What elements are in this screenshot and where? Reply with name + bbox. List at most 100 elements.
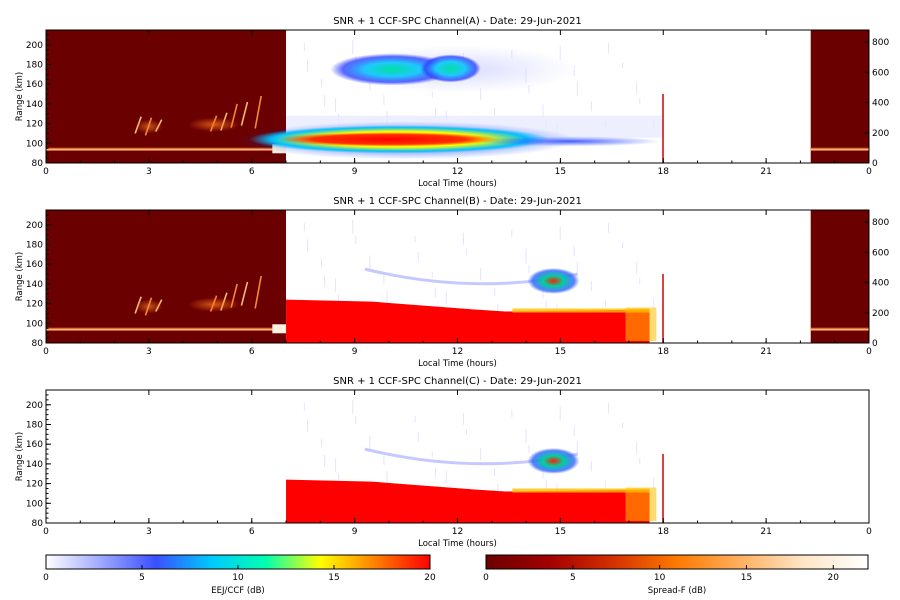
right-tick-label: 200 (872, 129, 889, 139)
spread-f-plume (254, 275, 262, 309)
noise-streak (462, 412, 464, 425)
spread-f-region (810, 210, 869, 343)
noise-streak (528, 265, 530, 274)
eej-region (286, 210, 664, 343)
colorbar-label: EEJ/CCF (dB) (211, 586, 264, 596)
noise-streak (303, 223, 305, 232)
spread-f-bright-patch (272, 324, 287, 334)
right-tick-label: 800 (872, 218, 889, 228)
noise-streak (352, 399, 354, 414)
lower-echo-tail (480, 136, 661, 147)
colorbar-label: Spread-F (dB) (648, 586, 706, 596)
noise-streak (306, 419, 308, 432)
colorbar-tick-label: 15 (741, 573, 752, 583)
noise-streak (338, 294, 340, 303)
x-tick-label: 15 (555, 347, 566, 357)
noise-streak (604, 480, 606, 487)
spread-f-bottom-layer-core (810, 329, 869, 331)
eej-region (286, 390, 664, 523)
noise-streak (545, 300, 547, 309)
spread-f-background (46, 210, 287, 343)
noise-streak (590, 281, 592, 292)
noise-streak (431, 451, 433, 458)
y-tick-label: 200 (26, 221, 43, 231)
eej-daytime-slab (286, 299, 650, 343)
chart-title: SNR + 1 CCF-SPC Channel(B) - Date: 29-Ju… (333, 196, 582, 207)
noise-streak (324, 94, 326, 107)
eej-slab-fringe (625, 487, 657, 522)
y-tick-label: 180 (26, 60, 43, 70)
noise-streak (369, 435, 371, 450)
x-axis-label: Local Time (hours) (418, 359, 497, 369)
x-tick-label: 18 (658, 527, 670, 537)
right-tick-label: 0 (872, 339, 878, 349)
y-tick-label: 160 (26, 440, 43, 450)
y-tick-label: 180 (26, 240, 43, 250)
noise-streak (636, 81, 638, 94)
x-tick-label: 9 (352, 347, 358, 357)
noise-streak (386, 470, 388, 485)
noise-streak (639, 457, 641, 464)
noise-streak (417, 252, 419, 263)
noise-streak (321, 438, 323, 447)
x-tick-label: 0 (43, 347, 49, 357)
noise-streak (434, 467, 436, 478)
right-tick-label: 600 (872, 248, 889, 258)
eej-slab-fringe (625, 307, 657, 342)
noise-streak (445, 290, 447, 303)
y-tick-label: 200 (26, 401, 43, 411)
x-tick-label: 6 (249, 167, 255, 177)
right-tick-label: 800 (872, 38, 889, 48)
spread-f-bottom-layer-core (810, 149, 869, 151)
x-tick-label: 12 (452, 347, 463, 357)
noise-streak (386, 290, 388, 305)
noise-streak (355, 236, 357, 245)
noise-streak (653, 297, 655, 310)
noise-streak (369, 255, 371, 270)
end-marker (662, 94, 664, 163)
upper-echo-core (330, 53, 455, 86)
x-tick-label: 3 (146, 527, 152, 537)
noise-streak (622, 242, 624, 249)
noise-streak (528, 445, 530, 454)
x-tick-label: 15 (555, 527, 566, 537)
noise-streak (434, 107, 436, 118)
eej-slab-edge (512, 308, 650, 313)
noise-streak (480, 448, 482, 461)
noise-streak (338, 474, 340, 483)
noise-streak (559, 226, 561, 241)
noise-streak (525, 429, 527, 444)
noise-streak (590, 101, 592, 112)
irregularity-patch (527, 447, 580, 474)
noise-streak (497, 303, 499, 316)
x-tick-label: 0 (866, 167, 872, 177)
noise-streak (306, 239, 308, 252)
noise-streak (497, 483, 499, 496)
right-tick-label: 0 (872, 159, 878, 169)
spread-f-plume (254, 95, 262, 129)
y-tick-label: 140 (26, 280, 43, 290)
noise-streak (559, 46, 561, 61)
colorbar-2: 0 5 10 15 20 Spread-F (dB) (483, 554, 869, 596)
y-tick-label: 120 (26, 120, 43, 130)
y-tick-label: 100 (26, 139, 43, 149)
noise-streak (431, 91, 433, 98)
noise-streak (573, 425, 575, 436)
y-tick-label: 120 (26, 480, 43, 490)
noise-streak (608, 43, 610, 54)
noise-streak (335, 278, 337, 293)
spread-f-region (46, 30, 287, 163)
noise-streak (608, 223, 610, 234)
noise-streak (324, 274, 326, 287)
noise-streak (352, 39, 354, 54)
x-tick-label: 3 (146, 167, 152, 177)
noise-streak (511, 229, 513, 238)
noise-streak (335, 98, 337, 113)
noise-streak (576, 261, 578, 276)
spread-f-plume-glow (188, 117, 241, 132)
noise-streak (542, 104, 544, 119)
noise-streak (321, 78, 323, 87)
noise-streak (525, 249, 527, 264)
noise-streak (303, 403, 305, 412)
noise-streak (335, 458, 337, 473)
